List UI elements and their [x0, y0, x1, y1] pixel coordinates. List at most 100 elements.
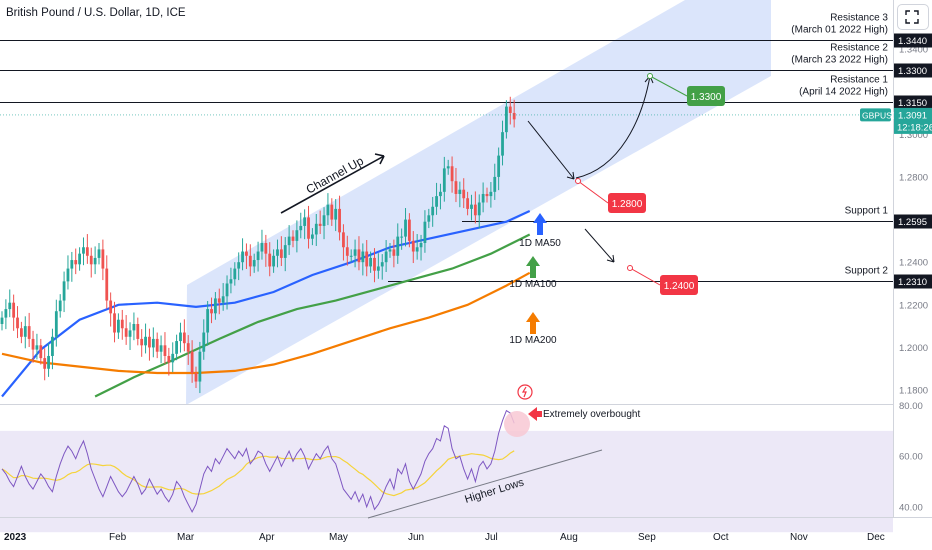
fullscreen-icon	[905, 10, 919, 24]
candle-body	[276, 249, 279, 256]
x-tick-label: Oct	[713, 532, 729, 543]
candle-body	[427, 215, 431, 222]
target-point	[647, 73, 653, 79]
candle-body	[101, 249, 105, 269]
candle-body	[182, 332, 186, 344]
candle-body	[353, 249, 357, 256]
candle-body	[214, 298, 217, 314]
candle-body	[20, 328, 23, 337]
candle-body	[388, 249, 392, 252]
candle-body	[384, 251, 388, 263]
candle-body	[442, 168, 446, 192]
candle-body	[225, 283, 229, 297]
candle-body	[330, 204, 334, 220]
target-connector	[649, 75, 688, 97]
candle-body	[380, 262, 384, 267]
candle-body	[151, 338, 155, 348]
fullscreen-button[interactable]	[897, 4, 929, 30]
level-price-value: 1.2310	[898, 277, 927, 288]
candle-body	[481, 193, 485, 203]
level-name: Support 1	[845, 206, 889, 217]
up-arrow-icon	[526, 256, 540, 278]
candle-body	[16, 317, 19, 329]
level-sub: (March 23 2022 High)	[791, 55, 888, 66]
candle-body	[489, 191, 493, 197]
candle-body	[124, 328, 128, 337]
candle-body	[439, 191, 442, 197]
up-arrow-icon	[526, 312, 540, 334]
level-name: Resistance 2	[830, 43, 888, 54]
overbought-label: Extremely overbought	[543, 409, 640, 420]
candle-body	[237, 262, 241, 269]
candle-body	[82, 247, 85, 254]
candle-body	[260, 243, 264, 252]
candle-body	[415, 247, 419, 252]
target-connector	[629, 267, 661, 286]
candle-body	[144, 336, 147, 346]
rsi-line	[1, 409, 515, 513]
level-name: Support 2	[845, 266, 889, 277]
candle-body	[512, 112, 516, 120]
candle-body	[190, 351, 194, 374]
candle-body	[198, 351, 202, 382]
x-tick-label: Jun	[408, 532, 424, 543]
candle-body	[307, 217, 310, 239]
candle-body	[175, 341, 178, 354]
y-tick-label: 1.2000	[899, 343, 928, 354]
candle-body	[283, 245, 287, 258]
candle-body	[74, 260, 78, 265]
candle-body	[167, 355, 171, 363]
candle-body	[279, 249, 283, 258]
target-connector	[577, 180, 609, 204]
level-price-tag	[894, 63, 932, 78]
candle-body	[291, 236, 295, 241]
candle-body	[120, 319, 124, 329]
candle-body	[322, 215, 326, 226]
candle-body	[113, 313, 116, 333]
candle-body	[326, 204, 330, 216]
level-price-value: 1.3150	[898, 98, 927, 109]
y-tick-label: 1.2400	[899, 258, 928, 269]
channel-arrowhead	[374, 153, 385, 165]
rsi-ma-line	[1, 450, 515, 497]
candle-body	[373, 257, 376, 271]
candle-body	[8, 302, 12, 310]
candle-body	[431, 206, 435, 216]
higher-lows-trendline	[367, 449, 603, 519]
candle-body	[411, 240, 415, 252]
candle-body	[155, 338, 159, 352]
candle-body	[318, 223, 322, 226]
candle-body	[466, 198, 469, 209]
candle-body	[217, 298, 221, 303]
symbol-tag	[860, 108, 891, 122]
x-tick-label: Aug	[560, 532, 578, 543]
projection-down-line	[584, 228, 615, 263]
ma-annotation-label: 1D MA100	[509, 279, 557, 290]
candle-body	[349, 255, 353, 257]
candle-body	[148, 336, 151, 348]
candle-body	[454, 181, 458, 194]
level-label-group: Support 1 1.2595	[845, 206, 932, 229]
target-point	[627, 265, 633, 271]
level-price-tag	[894, 95, 932, 110]
target-value: 1.3300	[691, 92, 722, 103]
ma-line	[1, 271, 531, 375]
y-tick-label: 1.2200	[899, 300, 928, 311]
candle-body	[109, 300, 113, 314]
candle-body	[252, 260, 256, 267]
candle-body	[505, 106, 508, 133]
candle-body	[140, 338, 144, 346]
candle-body	[47, 355, 50, 369]
candle-body	[78, 253, 81, 265]
level-name: Resistance 3	[830, 13, 888, 24]
candle-body	[206, 309, 210, 333]
last-price-tag	[894, 107, 932, 134]
candle-body	[446, 166, 450, 169]
candle-body	[194, 373, 198, 382]
projection-up-curve	[575, 75, 651, 179]
x-tick-label: 2023	[4, 532, 27, 543]
candle-body	[365, 251, 369, 267]
y-tick-label: 1.3000	[899, 130, 928, 141]
candle-body	[435, 196, 438, 207]
